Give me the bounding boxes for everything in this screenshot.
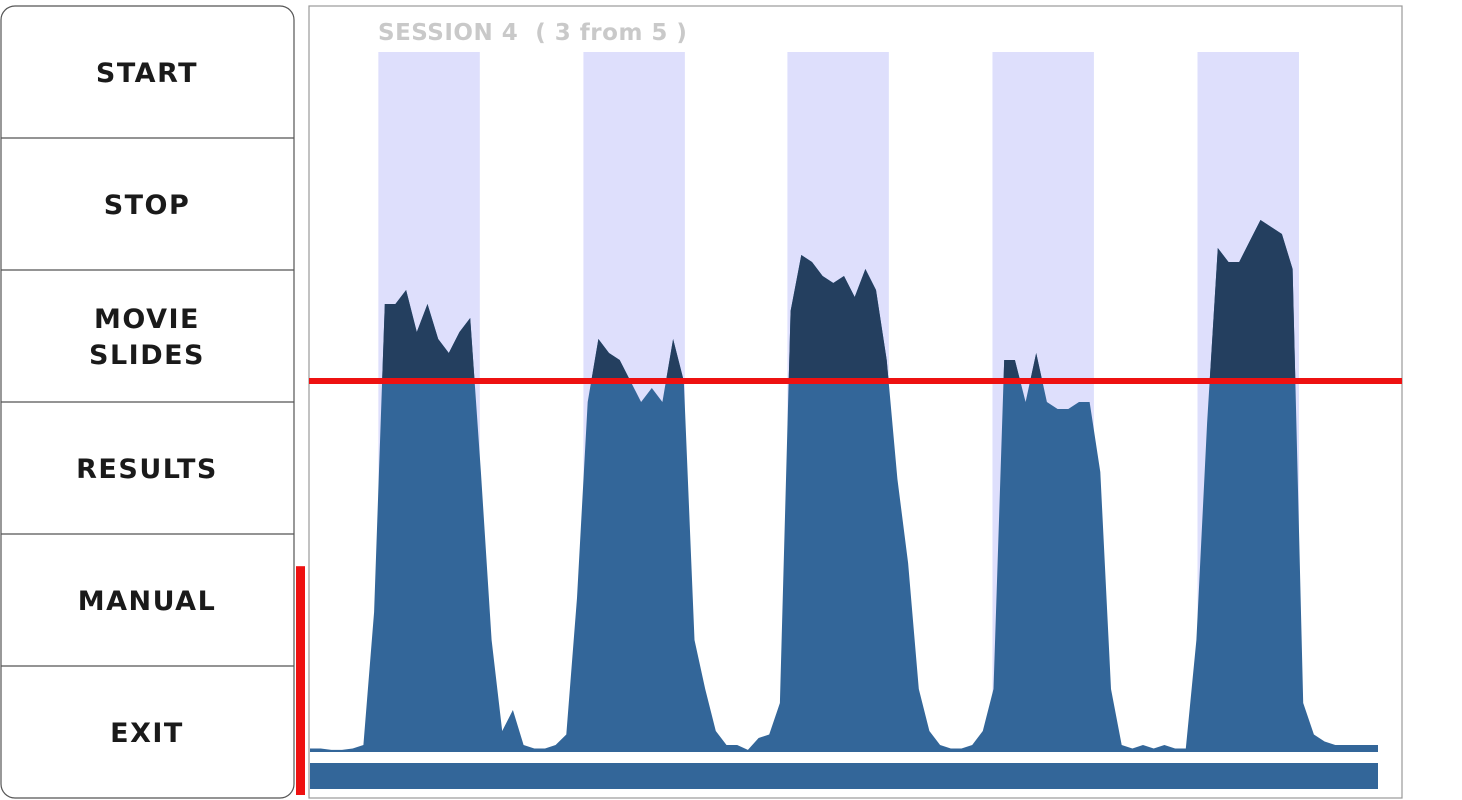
button-label[interactable]: START — [96, 58, 198, 89]
session-title: SESSION 4 ( 3 from 5 ) — [378, 20, 687, 46]
button-label[interactable]: RESULTS — [76, 454, 218, 485]
button-label[interactable]: MOVIE SLIDES — [89, 304, 205, 371]
menu-button[interactable]: STOP — [1, 137, 294, 270]
menu-button[interactable]: EXIT — [1, 665, 294, 798]
menu-button[interactable]: MANUAL — [1, 533, 294, 666]
menu-button[interactable]: RESULTS — [1, 401, 294, 534]
button-label[interactable]: EXIT — [110, 718, 184, 749]
level-meter — [296, 566, 305, 795]
menu-button[interactable]: MOVIE SLIDES — [1, 269, 294, 402]
signal-area — [310, 220, 1378, 752]
button-area[interactable] — [1, 270, 294, 402]
signal-area-above-threshold — [382, 220, 1296, 381]
menu-button[interactable]: START — [1, 6, 294, 138]
progress-bar — [310, 763, 1378, 789]
button-label[interactable]: STOP — [104, 190, 191, 221]
button-label[interactable]: MANUAL — [78, 586, 217, 617]
